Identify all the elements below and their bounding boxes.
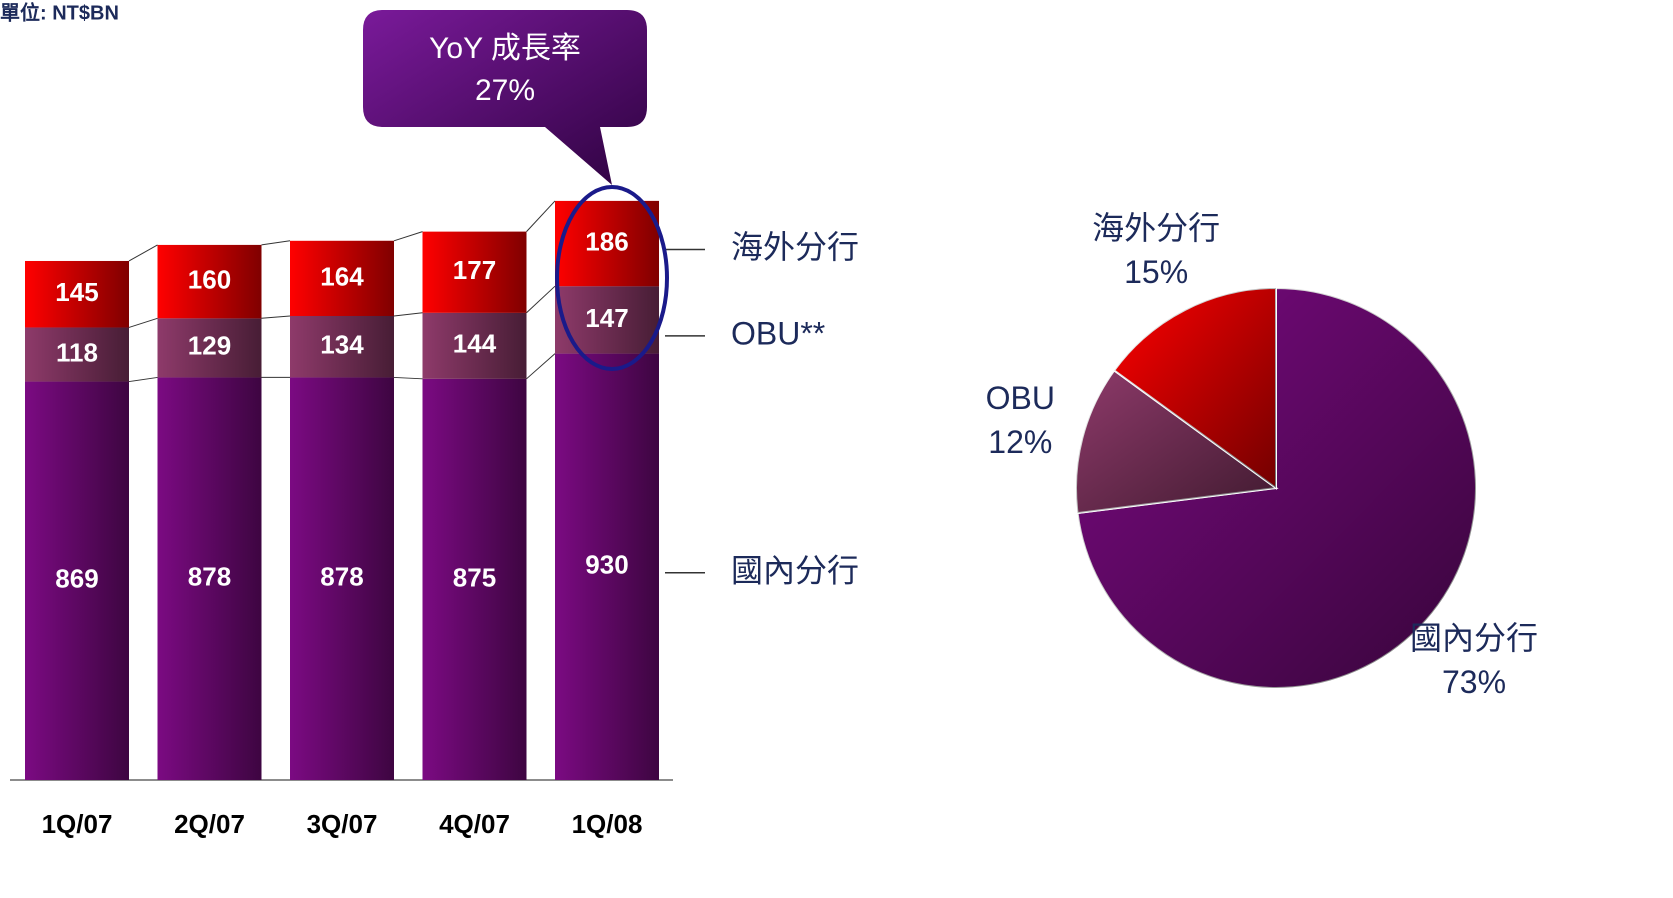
pie-shade <box>1076 370 1276 514</box>
pie-category: 海外分行 <box>1092 210 1220 246</box>
bar-shade <box>555 353 659 780</box>
data-label: 129 <box>188 331 231 361</box>
data-label: 177 <box>453 255 496 285</box>
connector <box>393 376 423 380</box>
bar-shade <box>290 377 394 780</box>
x-tick-label: 1Q/07 <box>42 809 113 839</box>
data-label: 147 <box>585 303 628 333</box>
connector <box>261 240 291 246</box>
connector <box>128 317 158 328</box>
data-label: 869 <box>55 564 98 594</box>
bar-shade <box>25 327 129 382</box>
pie-shade <box>1114 288 1276 488</box>
connector <box>526 200 556 232</box>
bar-shade <box>422 312 527 379</box>
bar-shade <box>290 240 394 316</box>
pie-category: 國內分行 <box>1410 620 1538 656</box>
bar-shade <box>25 260 129 328</box>
callout-value: 27% <box>475 74 535 107</box>
callout-text: YoY 成長率 <box>429 32 581 65</box>
data-label: 878 <box>188 562 231 592</box>
legend-label: 國內分行 <box>731 552 859 588</box>
bar-shade <box>157 244 262 319</box>
data-label: 930 <box>585 550 628 580</box>
data-label: 186 <box>585 226 628 256</box>
connector <box>526 285 556 314</box>
connector <box>128 376 158 383</box>
bar-shade <box>290 315 394 378</box>
connector <box>393 312 423 317</box>
pie-category: OBU <box>986 380 1055 416</box>
data-label: 878 <box>320 562 363 592</box>
unit-label: 單位: NT$BN <box>0 0 119 24</box>
connector <box>128 244 158 262</box>
data-label: 875 <box>453 562 496 592</box>
pie-chart: 國內分行 73% OBU 12% 海外分行 15% <box>986 210 1538 700</box>
bar-shade <box>25 381 129 780</box>
connector <box>526 353 556 380</box>
pie-value-label: 12% <box>988 424 1052 460</box>
data-label: 118 <box>56 337 98 367</box>
data-label: 144 <box>453 329 497 359</box>
legend-label: OBU** <box>731 315 825 351</box>
x-tick-label: 1Q/08 <box>572 809 643 839</box>
legend-label: 海外分行 <box>731 229 859 265</box>
bar-shade <box>422 378 527 780</box>
x-tick-label: 2Q/07 <box>174 809 245 839</box>
highlight-ellipse <box>555 185 669 371</box>
bar-shade <box>157 318 262 378</box>
data-label: 134 <box>320 330 364 360</box>
data-label: 145 <box>55 277 98 307</box>
data-label: 160 <box>188 264 231 294</box>
x-tick-label: 4Q/07 <box>439 809 510 839</box>
pie-value-label: 73% <box>1442 664 1506 700</box>
bar-shade <box>422 231 527 313</box>
connector <box>261 315 291 319</box>
bar-chart: 1Q/07 869 118 145 2Q/07 878 129 160 3Q/07 878 134 1… <box>25 200 859 839</box>
pie-value-label: 15% <box>1124 254 1188 290</box>
data-label: 164 <box>320 261 364 291</box>
x-tick-label: 3Q/07 <box>307 809 378 839</box>
bar-shade <box>157 377 262 780</box>
callout <box>363 10 647 185</box>
connector <box>393 231 423 242</box>
